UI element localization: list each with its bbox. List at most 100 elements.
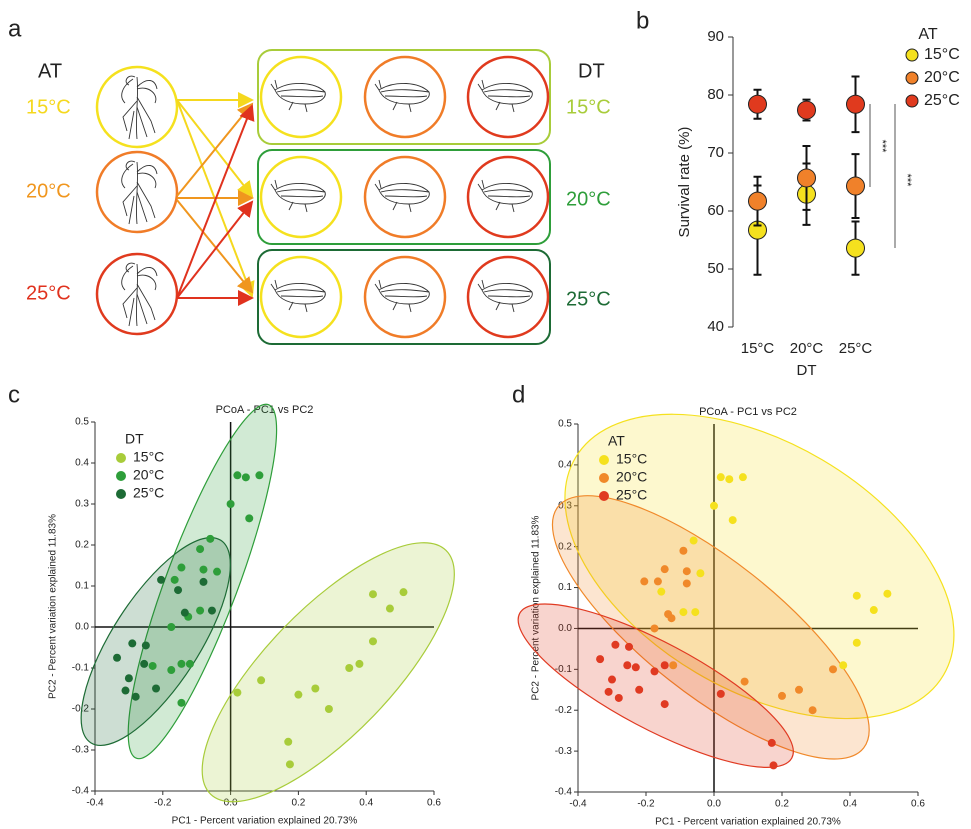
point xyxy=(213,567,222,576)
point xyxy=(660,565,669,574)
point xyxy=(653,577,662,586)
dt-box xyxy=(257,249,551,345)
panel-label: d xyxy=(512,381,525,408)
panel-label: c xyxy=(8,381,20,408)
point xyxy=(611,640,620,649)
point xyxy=(121,686,130,695)
point xyxy=(664,610,673,619)
x-tick-label: 0.4 xyxy=(359,798,373,809)
legend-swatch xyxy=(905,94,919,108)
y-tick-label: -0.2 xyxy=(555,705,573,716)
point xyxy=(682,579,691,588)
y-tick-label: -0.4 xyxy=(72,786,90,797)
y-tick-label: 40 xyxy=(707,318,724,335)
legend-swatch xyxy=(599,473,609,483)
point xyxy=(650,624,659,633)
point xyxy=(716,473,725,482)
point xyxy=(829,665,837,674)
x-axis-label: PC1 - Percent variation explained 20.73% xyxy=(655,817,841,828)
point xyxy=(177,659,186,668)
point xyxy=(604,687,613,696)
point xyxy=(682,567,691,576)
point xyxy=(284,737,293,746)
point xyxy=(839,661,848,670)
point xyxy=(740,677,749,686)
point xyxy=(311,684,320,693)
y-tick-label: -0.2 xyxy=(72,704,90,715)
point xyxy=(696,569,705,578)
point xyxy=(196,606,205,615)
y-tick-label: 50 xyxy=(707,260,724,277)
legend-swatch xyxy=(116,453,126,463)
confidence-ellipse xyxy=(551,495,870,760)
significance-label: *** xyxy=(876,140,888,154)
x-tick-label: -0.4 xyxy=(569,799,587,810)
point xyxy=(167,623,176,631)
dt-level: 15°C xyxy=(566,96,611,118)
y-axis-label: PC2 - Percent variation explained 11.83% xyxy=(531,515,542,700)
point xyxy=(679,608,688,617)
y-tick-label: 60 xyxy=(707,202,724,219)
insect-icons xyxy=(121,75,158,327)
point xyxy=(233,471,242,480)
y-tick-label: -0.1 xyxy=(72,663,90,674)
y-axis-label: PC2 - Percent variation explained 11.83% xyxy=(48,514,59,699)
y-tick-label: 80 xyxy=(707,86,724,103)
point xyxy=(625,642,633,651)
dot xyxy=(797,168,816,188)
dt-box xyxy=(257,49,551,145)
point xyxy=(738,473,747,482)
legend-swatch xyxy=(599,491,609,501)
point xyxy=(596,655,605,664)
y-tick-label: -0.1 xyxy=(555,664,573,675)
point xyxy=(177,698,186,707)
point xyxy=(226,500,235,508)
point xyxy=(631,663,640,672)
y-tick-label: 0.1 xyxy=(558,582,572,593)
y-tick-label: 0.4 xyxy=(75,458,89,469)
hopper-icons xyxy=(270,79,533,313)
point xyxy=(294,690,303,699)
at-level: 20°C xyxy=(26,180,71,202)
x-tick-label: -0.2 xyxy=(154,798,172,809)
point xyxy=(852,591,861,600)
point xyxy=(614,693,623,702)
point xyxy=(128,639,137,648)
at-title: AT xyxy=(38,60,62,82)
point xyxy=(174,586,183,595)
x-tick-label: -0.4 xyxy=(86,798,104,809)
point xyxy=(660,700,669,709)
point xyxy=(124,674,133,683)
y-tick-label: 0.5 xyxy=(558,419,572,430)
legend-label: 15°C xyxy=(924,46,960,63)
chart-title: PCoA - PC1 vs PC2 xyxy=(699,406,797,418)
legend-swatch xyxy=(599,455,609,465)
y-tick-label: 0.2 xyxy=(75,540,89,551)
point xyxy=(180,608,189,617)
legend-label: 20°C xyxy=(616,469,647,485)
legend-label: 25°C xyxy=(133,485,164,501)
point xyxy=(167,666,176,675)
dot xyxy=(846,176,865,196)
confidence-ellipse xyxy=(517,603,794,768)
x-tick-label: 15°C xyxy=(741,340,775,357)
point xyxy=(608,675,616,684)
point xyxy=(355,659,364,668)
panel-label: b xyxy=(636,7,649,34)
point xyxy=(795,685,803,694)
y-axis-label: Survival rate (%) xyxy=(676,127,693,238)
point xyxy=(689,536,698,545)
point xyxy=(769,761,778,770)
y-tick-label: 0.3 xyxy=(75,499,89,510)
point xyxy=(152,684,161,693)
x-tick-label: 0.0 xyxy=(224,798,238,809)
point xyxy=(345,664,354,672)
point xyxy=(728,516,737,525)
point xyxy=(691,608,700,617)
point xyxy=(657,587,666,596)
x-tick-label: 20°C xyxy=(790,340,824,357)
point xyxy=(257,676,266,685)
point xyxy=(883,589,892,598)
dt-title: DT xyxy=(578,60,605,82)
